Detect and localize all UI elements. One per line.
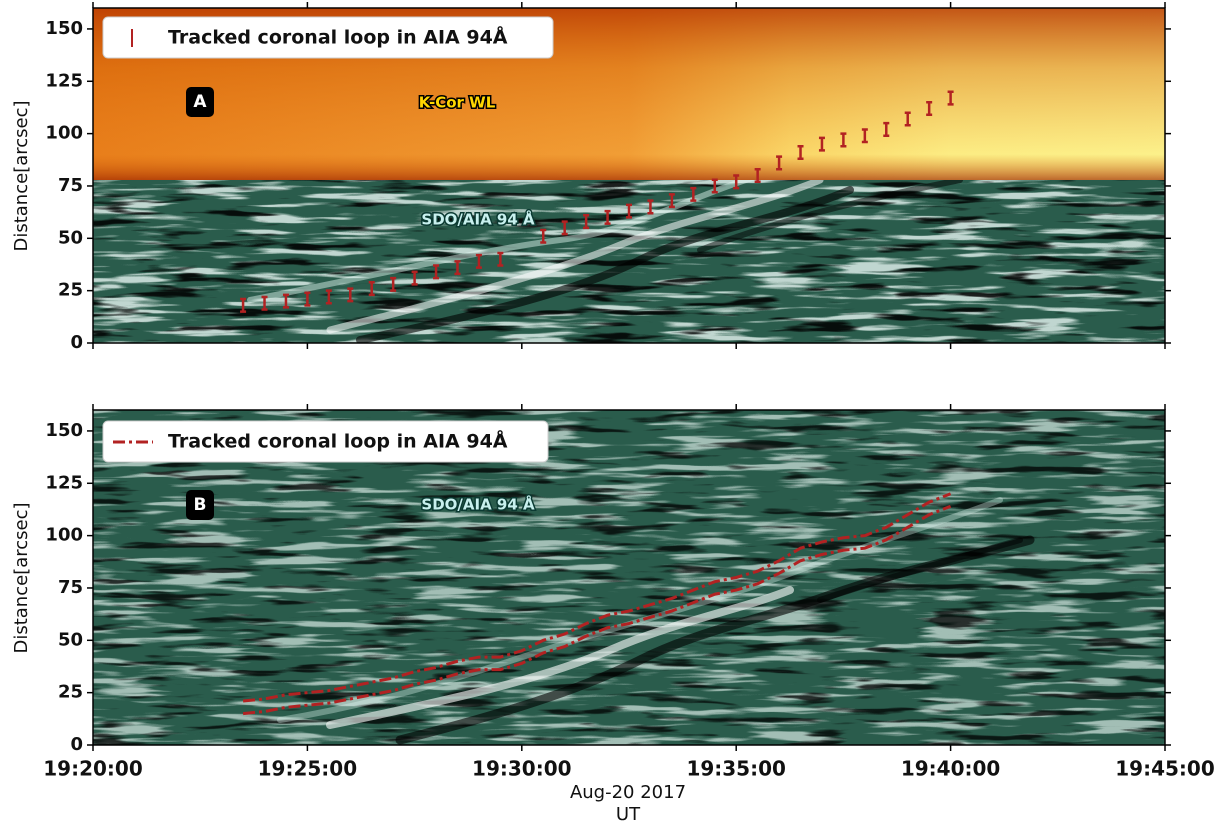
- error-bar: [797, 144, 804, 160]
- error-bar: [304, 291, 311, 307]
- panel-b-image: [93, 410, 1165, 745]
- error-bar: [583, 214, 590, 230]
- legend-label: Tracked coronal loop in AIA 94Å: [168, 25, 508, 49]
- panel-label-box: [186, 87, 214, 117]
- y-tick-label: 0: [70, 734, 83, 755]
- y-tick-label: 25: [58, 280, 83, 301]
- x-tick-label: 19:20:00: [43, 757, 143, 781]
- y-tick-label: 0: [70, 332, 83, 353]
- error-bar: [754, 167, 761, 184]
- error-bar: [433, 264, 440, 280]
- y-tick-label: 125: [45, 472, 83, 493]
- x-axis-label: Aug-20 2017: [570, 782, 686, 803]
- annotation: SDO/AIA 94 Å: [421, 210, 535, 229]
- error-bar: [647, 199, 654, 215]
- x-axis-label: UT: [616, 804, 641, 825]
- y-tick-label: 100: [45, 525, 83, 546]
- y-tick-label: 100: [45, 123, 83, 144]
- panel-label-box: [186, 490, 214, 520]
- error-bar: [454, 260, 461, 276]
- x-tick-label: 19:35:00: [686, 757, 786, 781]
- error-bar: [497, 251, 504, 267]
- legend-box: [102, 16, 554, 59]
- error-bar: [325, 289, 332, 305]
- error-bar: [540, 228, 547, 244]
- y-axis-label: Distance[arcsec]: [11, 100, 32, 251]
- y-tick-label: 50: [58, 629, 83, 650]
- data-layer: [240, 90, 954, 313]
- data-layer: [242, 492, 952, 716]
- x-tick-label: 19:45:00: [1115, 757, 1215, 781]
- error-bar: [711, 178, 718, 194]
- error-bar: [282, 293, 289, 309]
- y-tick-label: 75: [58, 577, 83, 598]
- error-bar: [690, 186, 697, 202]
- panel-a-image: [93, 8, 1165, 343]
- x-tick-label: 19:40:00: [901, 757, 1001, 781]
- legend-box: [102, 420, 549, 463]
- error-bar: [368, 281, 375, 297]
- loop-line: [242, 492, 952, 703]
- legend-label: Tracked coronal loop in AIA 94Å: [168, 429, 508, 453]
- panel-label: B: [194, 495, 207, 515]
- panel-label: A: [193, 92, 207, 112]
- error-bar: [776, 155, 783, 171]
- error-bar: [390, 276, 397, 292]
- error-bar: [883, 121, 890, 137]
- error-bar: [926, 100, 933, 117]
- error-bar: [561, 220, 568, 236]
- y-tick-label: 50: [58, 227, 83, 248]
- axes-frame: [92, 409, 1166, 746]
- annotation: SDO/AIA 94 Å: [421, 495, 535, 514]
- error-bar: [668, 193, 675, 209]
- error-bar: [411, 270, 418, 286]
- y-tick-label: 150: [45, 420, 83, 441]
- error-bar: [261, 295, 268, 311]
- y-axis-label: Distance[arcsec]: [11, 502, 32, 653]
- error-bar: [904, 111, 911, 127]
- error-bar: [861, 128, 868, 144]
- annotation: K-Cor WL: [419, 94, 496, 112]
- error-bar: [947, 90, 954, 106]
- error-bar: [604, 209, 611, 225]
- y-tick-label: 150: [45, 18, 83, 39]
- error-bar: [240, 297, 247, 313]
- x-tick-label: 19:25:00: [258, 757, 358, 781]
- error-bar: [347, 287, 354, 303]
- error-bar: [733, 174, 740, 190]
- error-bar: [818, 136, 825, 152]
- y-tick-label: 125: [45, 70, 83, 91]
- error-bar: [626, 203, 632, 219]
- y-tick-label: 75: [58, 175, 83, 196]
- y-tick-label: 25: [58, 682, 83, 703]
- error-bar: [475, 253, 482, 269]
- x-tick-label: 19:30:00: [472, 757, 572, 781]
- loop-line: [242, 504, 952, 716]
- axes-frame: [92, 7, 1166, 344]
- error-bar: [840, 132, 847, 148]
